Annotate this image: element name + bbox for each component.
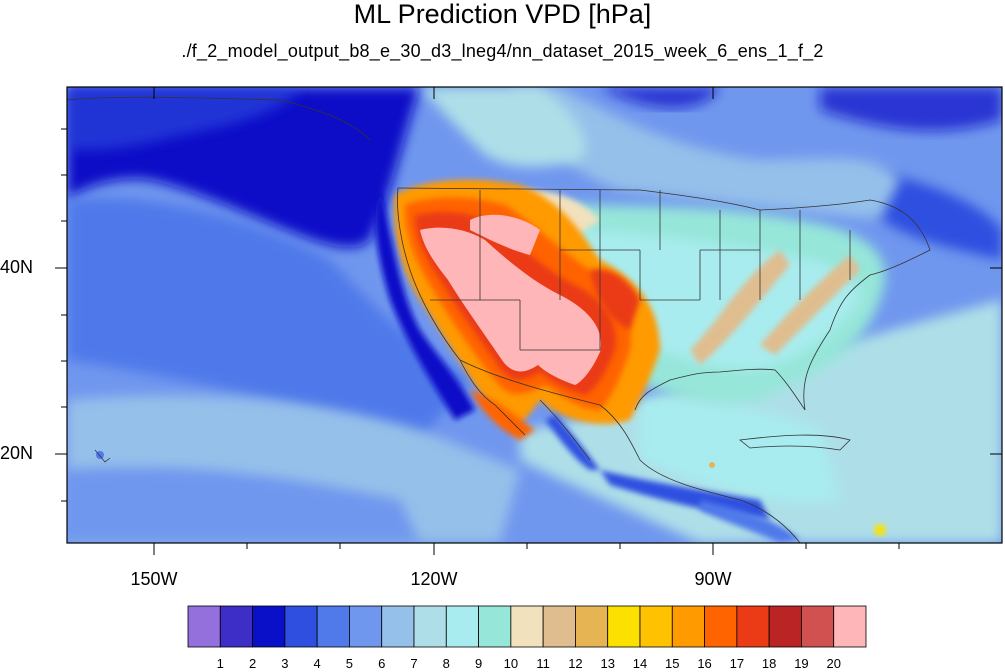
colorbar-tick-label: 19 bbox=[794, 656, 809, 671]
colorbar-tick-label: 13 bbox=[600, 656, 615, 671]
colorbar-swatch bbox=[607, 605, 641, 648]
colorbar-swatch bbox=[671, 605, 705, 648]
colorbar-swatch bbox=[316, 605, 350, 648]
colorbar-swatch bbox=[704, 605, 738, 648]
colorbar-swatch bbox=[445, 605, 479, 648]
colorbar-swatch bbox=[639, 605, 673, 648]
colorbar-swatch bbox=[768, 605, 802, 648]
colorbar-tick-label: 15 bbox=[665, 656, 680, 671]
lat-label-20n: 20N bbox=[0, 443, 34, 463]
colorbar-tick-label: 4 bbox=[313, 656, 321, 671]
coastlines bbox=[67, 96, 931, 543]
colorbar-swatch bbox=[833, 605, 867, 648]
colorbar-tick-label: 16 bbox=[697, 656, 712, 671]
colorbar-swatch bbox=[252, 605, 286, 648]
vpd-field bbox=[67, 87, 1002, 543]
lat-label-40n: 40N bbox=[0, 257, 34, 277]
colorbar-tick-label: 9 bbox=[474, 656, 483, 671]
colorbar-swatch bbox=[542, 605, 576, 648]
colorbar-tick-label: 14 bbox=[632, 656, 648, 671]
lon-label-150w: 150W bbox=[130, 569, 178, 589]
colorbar-tick-label: 20 bbox=[826, 656, 841, 671]
colorbar-tick-label: 7 bbox=[410, 656, 418, 671]
colorbar-tick-label: 10 bbox=[503, 656, 519, 671]
colorbar-tick-label: 8 bbox=[442, 656, 450, 671]
colorbar-tick-label: 5 bbox=[345, 656, 354, 671]
colorbar-tick-label: 3 bbox=[281, 656, 289, 671]
colorbar-swatch bbox=[736, 605, 770, 648]
colorbar-swatch bbox=[219, 605, 253, 648]
colorbar-tick-label: 6 bbox=[378, 656, 386, 671]
colorbar-tick-label: 17 bbox=[729, 656, 745, 671]
colorbar-tick-label: 18 bbox=[761, 656, 777, 671]
lon-label-90w: 90W bbox=[694, 569, 732, 589]
colorbar-swatch bbox=[478, 605, 512, 648]
colorbar-swatch bbox=[349, 605, 383, 648]
colorbar-tick-label: 1 bbox=[216, 656, 224, 671]
colorbar-swatch bbox=[510, 605, 544, 648]
colorbar-tick-label: 11 bbox=[536, 656, 550, 671]
colorbar-swatch bbox=[284, 605, 318, 648]
colorbar bbox=[187, 605, 867, 648]
map-title: ML Prediction VPD [hPa] bbox=[353, 0, 652, 29]
colorbar-swatch bbox=[575, 605, 609, 648]
colorbar-tick-label: 2 bbox=[248, 656, 257, 671]
colorbar-swatch bbox=[381, 605, 415, 648]
colorbar-swatch bbox=[187, 605, 221, 648]
colorbar-swatch bbox=[413, 605, 447, 648]
colorbar-swatch bbox=[801, 605, 835, 648]
colorbar-tick-label: 12 bbox=[568, 656, 583, 671]
map-subtitle: ./f_2_model_output_b8_e_30_d3_lneg4/nn_d… bbox=[181, 41, 824, 61]
axis-ticks bbox=[55, 87, 1002, 555]
lon-label-120w: 120W bbox=[410, 569, 458, 589]
